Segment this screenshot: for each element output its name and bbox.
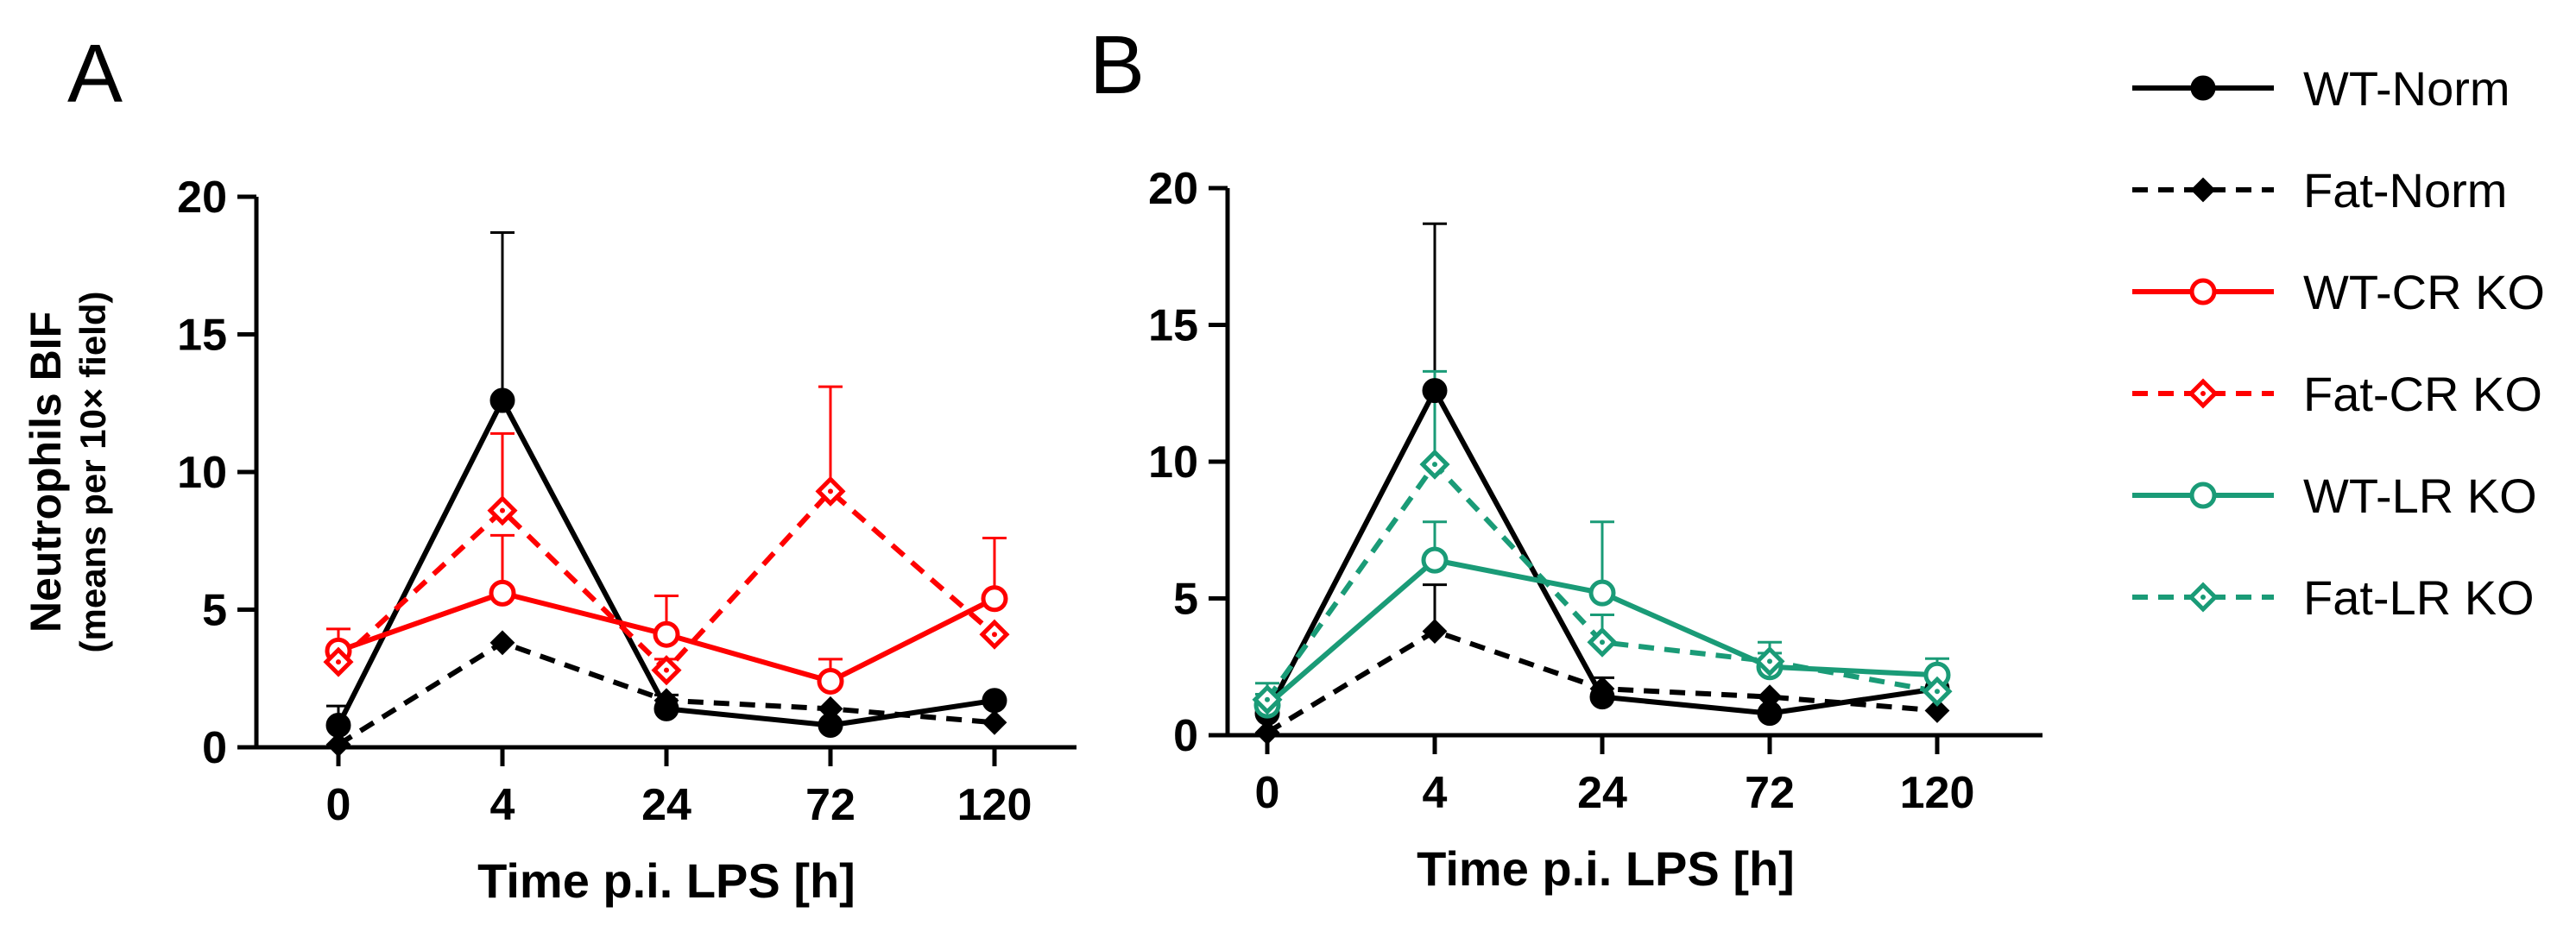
panel-label-a: A xyxy=(67,28,123,120)
legend-fat-norm: Fat-Norm xyxy=(2132,163,2507,217)
panel-a-ytick-label-5: 5 xyxy=(202,586,227,636)
panel-b-ytick-label-10: 10 xyxy=(1148,438,1198,488)
panel-b-fat-lr-ko-point-2-dot xyxy=(1600,639,1605,645)
panel-b-fat-lr-ko-point-0-dot xyxy=(1265,696,1270,702)
panel-b-fat-norm-point-2 xyxy=(1589,676,1615,702)
panel-a-wt-norm-errorbar-1 xyxy=(490,230,515,401)
panel-a-xtick-label-120: 120 xyxy=(957,780,1032,830)
panel-a-fat-cr-ko-point-4 xyxy=(979,619,1010,650)
panel-a-xtick-label-24: 24 xyxy=(641,780,691,830)
legend-fat-cr-ko: Fat-CR KO xyxy=(2132,367,2542,421)
panel-a-fat-cr-ko-point-4-dot xyxy=(992,632,997,638)
panel-b-fat-lr-ko-point-3-dot xyxy=(1767,658,1772,664)
panel-a-ytick-label-15: 15 xyxy=(177,311,227,361)
legend-wt-cr-ko-swatch-marker xyxy=(2189,278,2217,305)
panel-a-wt-norm-point-1 xyxy=(489,387,515,413)
panel-b-fat-norm-point-4 xyxy=(1924,698,1950,723)
legend-fat-cr-ko-swatch-marker-dot xyxy=(2200,391,2206,396)
panel-a-fat-cr-ko-point-1-dot xyxy=(500,507,505,513)
panel-a-wt-cr-ko-point-4 xyxy=(981,585,1008,613)
panel-a-x-axis-title: Time p.i. LPS [h] xyxy=(477,853,856,908)
legend-wt-lr-ko-swatch-marker xyxy=(2189,482,2217,509)
panel-b-wt-norm-point-1 xyxy=(1422,378,1448,404)
legend-fat-lr-ko-label: Fat-LR KO xyxy=(2303,570,2535,625)
panel-a-fat-norm-point-4 xyxy=(982,709,1007,735)
panel-b-xtick-label-4: 4 xyxy=(1423,768,1448,818)
panel-b-ytick-label-15: 15 xyxy=(1148,301,1198,351)
panel-a-wt-cr-ko-point-1 xyxy=(489,579,516,607)
panel-b-fat-lr-ko-point-1-dot xyxy=(1432,462,1437,468)
legend-fat-norm-swatch-marker xyxy=(2190,177,2216,203)
panel-b-chart: 0 5 10 15 20 0 4 24 72 120 Time p.i. LPS [h] xyxy=(1148,164,2042,896)
panel-b-x-axis-title: Time p.i. LPS [h] xyxy=(1417,841,1795,896)
panel-b-xtick-label-120: 120 xyxy=(1900,768,1975,818)
panel-b-fat-lr-ko-point-1 xyxy=(1419,449,1450,480)
panel-a-wt-cr-ko-point-3 xyxy=(817,667,844,695)
panel-a-xtick-label-4: 4 xyxy=(490,780,515,830)
panel-b-ytick-label-0: 0 xyxy=(1173,711,1198,761)
panel-b-fat-norm-point-0 xyxy=(1254,720,1280,746)
panel-b-fat-norm-point-1 xyxy=(1422,619,1448,644)
panel-b-fat-norm-point-3 xyxy=(1757,684,1783,710)
panel-a-xtick-label-0: 0 xyxy=(326,780,351,830)
panel-a-chart: 0 5 10 15 20 0 4 24 72 120 Time p.i. LPS [h] Neutro… xyxy=(22,173,1076,908)
panel-b-fat-lr-ko-point-2 xyxy=(1587,626,1618,658)
panel-a-fat-cr-ko-errorbar-3 xyxy=(818,385,843,492)
panel-b-ytick-label-5: 5 xyxy=(1173,575,1198,625)
panel-b-wt-norm-errorbar-1 xyxy=(1423,222,1447,391)
legend-wt-norm-swatch-marker xyxy=(2190,75,2216,101)
legend-wt-norm-label: WT-Norm xyxy=(2303,61,2510,116)
panel-a-wt-norm-point-4 xyxy=(982,688,1007,714)
panel-b-fat-lr-ko-point-4-dot xyxy=(1935,689,1940,695)
legend-wt-lr-ko-label: WT-LR KO xyxy=(2303,469,2537,523)
panel-b-xtick-label-72: 72 xyxy=(1745,768,1795,818)
legend-fat-cr-ko-swatch-marker xyxy=(2188,378,2219,409)
panel-a-fat-cr-ko-point-3 xyxy=(815,475,846,507)
legend-fat-cr-ko-label: Fat-CR KO xyxy=(2303,367,2542,421)
panel-b-fat-lr-ko-point-0 xyxy=(1252,684,1283,715)
legend-fat-lr-ko-swatch-marker xyxy=(2188,582,2219,613)
legend-wt-cr-ko-label: WT-CR KO xyxy=(2303,265,2545,319)
panel-label-b: B xyxy=(1089,19,1145,111)
panel-b-xtick-label-0: 0 xyxy=(1255,768,1280,818)
panel-a-xtick-label-72: 72 xyxy=(805,780,856,830)
legend-fat-norm-label: Fat-Norm xyxy=(2303,163,2507,217)
legend-wt-lr-ko: WT-LR KO xyxy=(2132,469,2537,523)
panel-a-fat-norm-point-3 xyxy=(818,696,843,721)
panel-a-wt-cr-ko-point-2 xyxy=(653,620,680,648)
panel-a-ytick-label-20: 20 xyxy=(177,173,227,223)
panel-a-fat-cr-ko-point-1 xyxy=(487,495,518,526)
panel-a-ytick-label-0: 0 xyxy=(202,723,227,773)
panel-b-wt-lr-ko-point-2 xyxy=(1588,579,1616,607)
panel-a-fat-norm-point-0 xyxy=(325,732,351,758)
panel-a-fat-cr-ko-point-0-dot xyxy=(336,659,341,665)
panel-a-y-axis-subtitle: (means per 10× field) xyxy=(73,292,113,653)
panel-b-wt-lr-ko-point-1 xyxy=(1421,546,1449,574)
panel-a-fat-cr-ko-point-0 xyxy=(323,646,354,677)
panel-a-fat-norm-point-2 xyxy=(653,688,679,714)
panel-a-fat-cr-ko-point-2 xyxy=(651,655,682,686)
panel-a-ytick-label-10: 10 xyxy=(177,448,227,498)
panel-a-fat-cr-ko-point-2-dot xyxy=(664,667,669,673)
legend-wt-cr-ko: WT-CR KO xyxy=(2132,265,2545,319)
panel-b-fat-lr-ko-point-3 xyxy=(1754,645,1785,677)
legend-fat-lr-ko: Fat-LR KO xyxy=(2132,570,2535,625)
panel-b-xtick-label-24: 24 xyxy=(1577,768,1627,818)
panel-a-fat-cr-ko-point-3-dot xyxy=(828,488,833,494)
legend-wt-norm: WT-Norm xyxy=(2132,61,2510,116)
panel-b-fat-lr-ko-point-4 xyxy=(1922,676,1953,707)
legend-fat-lr-ko-swatch-marker-dot xyxy=(2200,595,2206,600)
panel-a-fat-norm-point-1 xyxy=(489,630,515,656)
panel-b-ytick-label-20: 20 xyxy=(1148,164,1198,214)
panel-a-y-axis-title: Neutrophils BIF xyxy=(22,312,70,633)
legend: WT-Norm Fat-Norm WT-CR KO Fat-CR KO WT-LR KO… xyxy=(2132,61,2545,625)
